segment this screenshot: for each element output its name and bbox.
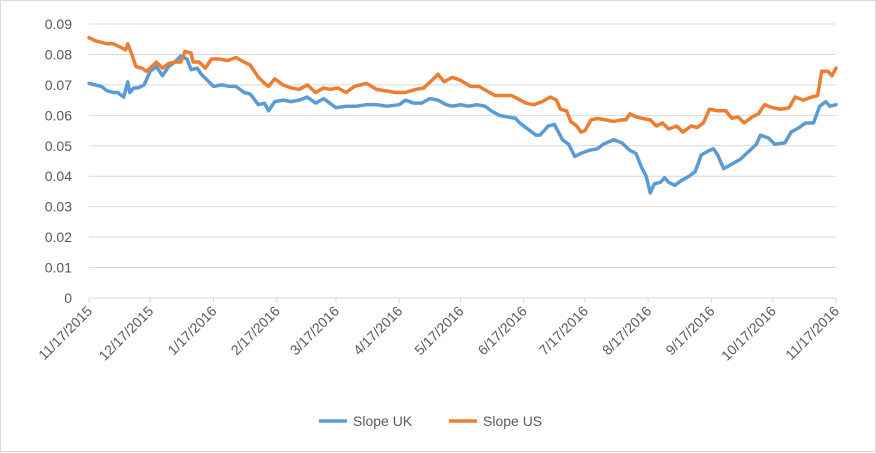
x-tick-label: 5/17/2016 [411, 303, 467, 359]
x-tick-label: 7/17/2016 [536, 303, 592, 359]
legend-label-us: Slope US [483, 413, 542, 429]
y-tick-label: 0.03 [45, 199, 72, 215]
y-tick-label: 0 [64, 290, 72, 306]
x-tick-label: 4/17/2016 [350, 303, 406, 359]
x-tick-label: 11/17/2015 [35, 303, 95, 363]
x-tick-label: 11/17/2016 [782, 303, 842, 363]
gridlines [89, 23, 836, 269]
x-tick-label: 1/17/2016 [164, 303, 220, 359]
x-tick-label: 10/17/2016 [718, 303, 779, 364]
x-tick-label: 6/17/2016 [474, 303, 530, 359]
y-axis-tick-labels: 0 0.01 0.02 0.03 0.04 0.05 0.06 0.07 0.08 0.09 [45, 16, 72, 306]
y-tick-label: 0.02 [45, 229, 72, 245]
y-tick-label: 0.09 [45, 16, 72, 32]
x-tick-label: 8/17/2016 [599, 303, 655, 359]
x-tick-label: 2/17/2016 [228, 303, 284, 359]
series-lines [87, 35, 838, 195]
y-tick-label: 0.05 [45, 138, 72, 154]
series-line-us [87, 35, 838, 134]
x-axis: 11/17/2015 12/17/2015 1/17/2016 2/17/2016 3/… [35, 297, 842, 364]
y-tick-label: 0.04 [45, 168, 72, 184]
x-tick-label: 12/17/2015 [95, 303, 156, 364]
legend-label-uk: Slope UK [353, 413, 413, 429]
y-tick-label: 0.08 [45, 46, 72, 62]
series-line-uk [87, 54, 838, 195]
y-tick-label: 0.06 [45, 107, 72, 123]
x-tick-label: 9/17/2016 [662, 303, 718, 359]
y-tick-label: 0.01 [45, 260, 72, 276]
x-tick-label: 3/17/2016 [287, 303, 343, 359]
legend: Slope UK Slope US [319, 413, 542, 429]
y-tick-label: 0.07 [45, 77, 72, 93]
